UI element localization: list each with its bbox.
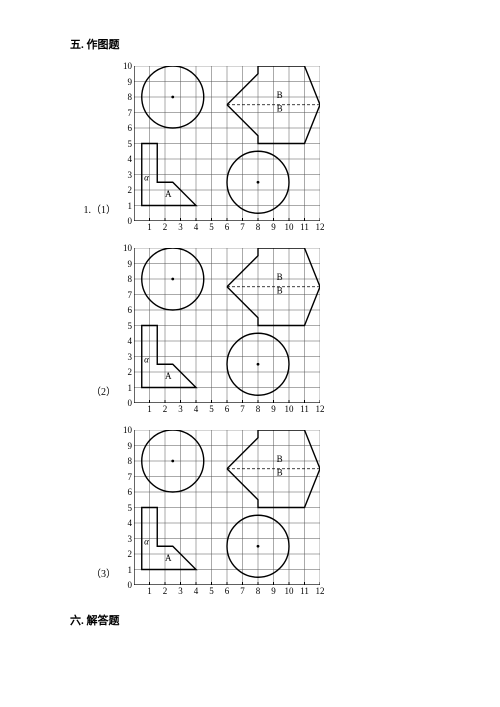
arrow-label-b-bottom: B xyxy=(277,468,283,478)
circle-center-dot xyxy=(257,545,260,548)
l-shape-label: A xyxy=(165,189,172,199)
x-tick-label: 8 xyxy=(250,223,266,232)
arrow-label-b-top: B xyxy=(277,272,283,282)
x-tick-label: 7 xyxy=(235,405,251,414)
section-6-title: 六. 解答题 xyxy=(70,612,440,628)
x-tick-label: 7 xyxy=(235,223,251,232)
chart-wrapper: 109876543210 AαBB 123456789101112 xyxy=(120,248,328,414)
circle-center-dot xyxy=(171,96,174,99)
arrow-label-b-bottom: B xyxy=(277,286,283,296)
x-tick-label: 6 xyxy=(219,223,235,232)
x-tick-label: 1 xyxy=(142,405,158,414)
circle-center-dot xyxy=(171,278,174,281)
x-tick-label: 3 xyxy=(173,223,189,232)
x-tick-label: 2 xyxy=(157,587,173,596)
alpha-label: α xyxy=(144,173,149,183)
x-tick-label: 3 xyxy=(173,405,189,414)
x-tick-label: 10 xyxy=(281,223,297,232)
x-tick-label: 6 xyxy=(219,587,235,596)
figure-label: （2） xyxy=(70,383,120,414)
chart-row: 109876543210 Aα BB xyxy=(120,66,328,221)
x-tick-label: 11 xyxy=(297,405,313,414)
figure-block-3: （3） 109876543210 AαBB 123456789101112 xyxy=(70,430,440,596)
y-axis-labels: 109876543210 xyxy=(120,248,134,403)
page: 五. 作图题 1.（1） 109876543210 AαBB 123456789… xyxy=(0,0,500,707)
alpha-label: α xyxy=(144,537,149,547)
section-5-title: 五. 作图题 xyxy=(70,36,440,52)
x-axis-offset xyxy=(134,587,142,596)
figures-container: 1.（1） 109876543210 AαBB 123456789101112 … xyxy=(70,66,440,596)
x-axis-offset xyxy=(134,223,142,232)
x-tick-label: 2 xyxy=(157,223,173,232)
x-tick-label: 5 xyxy=(204,405,220,414)
x-tick-label: 10 xyxy=(281,587,297,596)
x-tick-label: 12 xyxy=(312,587,328,596)
figure-label: 1.（1） xyxy=(70,201,120,232)
x-tick-label: 12 xyxy=(312,223,328,232)
circle-center-dot xyxy=(171,460,174,463)
x-tick-label: 4 xyxy=(188,587,204,596)
x-tick-label: 6 xyxy=(219,405,235,414)
x-tick-label: 9 xyxy=(266,405,282,414)
x-axis-offset xyxy=(134,405,142,414)
x-tick-label: 5 xyxy=(204,587,220,596)
grid-chart: Aα BB xyxy=(134,66,320,221)
x-tick-label: 1 xyxy=(142,587,158,596)
x-tick-label: 9 xyxy=(266,587,282,596)
arrow-label-b-top: B xyxy=(277,454,283,464)
x-axis-labels: 123456789101112 xyxy=(120,221,328,232)
figure-block-1: 1.（1） 109876543210 AαBB 123456789101112 xyxy=(70,66,440,232)
circle-center-dot xyxy=(257,181,260,184)
l-shape-label: A xyxy=(165,371,172,381)
x-tick-label: 2 xyxy=(157,405,173,414)
arrow-label-b-top: B xyxy=(277,90,283,100)
y-axis-labels: 109876543210 xyxy=(120,66,134,221)
grid-chart: Aα BB xyxy=(134,248,320,403)
x-tick-label: 8 xyxy=(250,405,266,414)
x-tick-label: 8 xyxy=(250,587,266,596)
grid-chart: Aα BB xyxy=(134,430,320,585)
x-axis-labels: 123456789101112 xyxy=(120,403,328,414)
chart-row: 109876543210 Aα BB xyxy=(120,248,328,403)
x-tick-label: 7 xyxy=(235,587,251,596)
chart-row: 109876543210 Aα BB xyxy=(120,430,328,585)
x-tick-label: 4 xyxy=(188,223,204,232)
x-tick-label: 5 xyxy=(204,223,220,232)
figure-label: （3） xyxy=(70,565,120,596)
figure-block-2: （2） 109876543210 AαBB 123456789101112 xyxy=(70,248,440,414)
alpha-label: α xyxy=(144,355,149,365)
x-tick-label: 9 xyxy=(266,223,282,232)
x-tick-label: 10 xyxy=(281,405,297,414)
x-tick-label: 4 xyxy=(188,405,204,414)
x-tick-label: 1 xyxy=(142,223,158,232)
chart-wrapper: 109876543210 AαBB 123456789101112 xyxy=(120,66,328,232)
y-axis-labels: 109876543210 xyxy=(120,430,134,585)
l-shape-label: A xyxy=(165,553,172,563)
circle-center-dot xyxy=(257,363,260,366)
x-axis-labels: 123456789101112 xyxy=(120,585,328,596)
arrow-label-b-bottom: B xyxy=(277,104,283,114)
chart-wrapper: 109876543210 AαBB 123456789101112 xyxy=(120,430,328,596)
x-tick-label: 3 xyxy=(173,587,189,596)
x-tick-label: 11 xyxy=(297,223,313,232)
x-tick-label: 11 xyxy=(297,587,313,596)
x-tick-label: 12 xyxy=(312,405,328,414)
